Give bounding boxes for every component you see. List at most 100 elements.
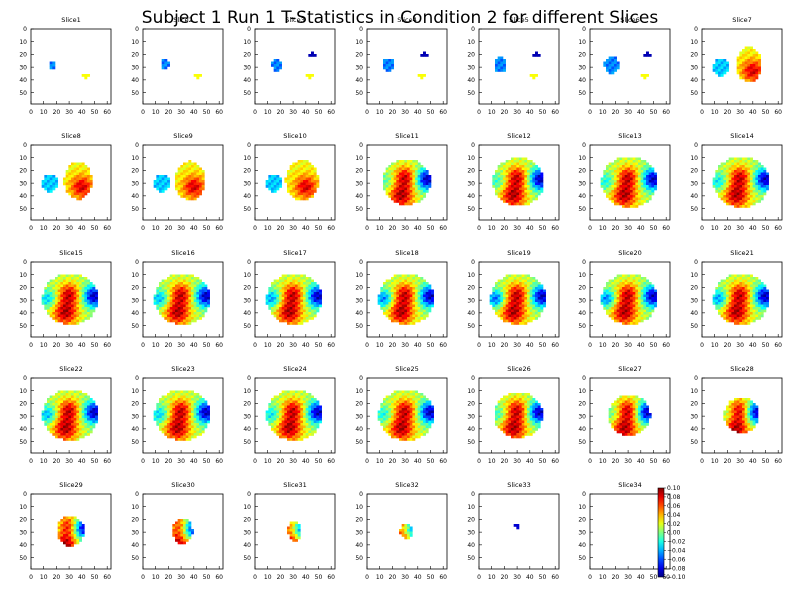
slice-panel-title: Slice9 (173, 132, 192, 140)
y-tick-label: 10 (578, 388, 586, 395)
y-tick-label: 50 (467, 323, 475, 330)
x-tick-label: 40 (637, 225, 645, 232)
x-tick-label: 60 (215, 458, 223, 465)
slice-panel: Slice16 0 10 20 30 40 50 60 0 10 20 30 40 50 (131, 249, 224, 349)
x-tick-label: 20 (612, 225, 620, 232)
x-tick-label: 50 (762, 225, 770, 232)
slice-heatmap-cells (172, 519, 194, 545)
y-tick-label: 10 (243, 155, 251, 162)
x-tick-label: 60 (774, 109, 782, 116)
y-tick-label: 0 (471, 26, 475, 33)
x-tick-label: 60 (327, 458, 335, 465)
x-tick-label: 0 (477, 342, 481, 349)
x-tick-label: 40 (637, 109, 645, 116)
x-tick-label: 10 (40, 225, 48, 232)
y-tick-label: 30 (243, 413, 251, 420)
y-tick-label: 0 (694, 142, 698, 149)
y-tick-label: 20 (578, 517, 586, 524)
y-tick-label: 30 (131, 529, 139, 536)
x-tick-label: 30 (177, 458, 185, 465)
x-tick-label: 40 (637, 458, 645, 465)
x-tick-label: 50 (91, 342, 99, 349)
y-tick-label: 20 (19, 52, 27, 59)
slice-panel-frame (366, 493, 448, 570)
x-tick-label: 60 (327, 225, 335, 232)
colorbar-tick-label: 0.04 (667, 512, 681, 519)
x-tick-label: 50 (427, 109, 435, 116)
x-tick-label: 60 (103, 109, 111, 116)
x-tick-label: 40 (78, 458, 86, 465)
y-tick-label: 50 (578, 555, 586, 562)
slice-heatmap-cells (153, 274, 210, 325)
x-tick-label: 60 (774, 342, 782, 349)
colorbar-tick-label: 0.10 (667, 485, 681, 492)
slice-panel-title: Slice12 (507, 132, 531, 140)
slice-panel-title: Slice25 (395, 365, 419, 373)
y-tick-label: 0 (247, 142, 251, 149)
slice-panel: Slice26 0 10 20 30 40 50 60 0 10 20 30 40 50 (467, 365, 560, 465)
x-tick-label: 30 (65, 342, 73, 349)
y-tick-label: 50 (578, 90, 586, 97)
x-tick-label: 20 (389, 225, 397, 232)
y-tick-label: 0 (247, 491, 251, 498)
y-tick-label: 50 (355, 90, 363, 97)
x-tick-label: 10 (488, 109, 496, 116)
x-tick-label: 0 (253, 458, 257, 465)
y-tick-label: 20 (131, 52, 139, 59)
x-tick-label: 40 (190, 574, 198, 581)
x-tick-label: 60 (439, 225, 447, 232)
x-tick-label: 40 (526, 225, 534, 232)
x-tick-label: 10 (152, 225, 160, 232)
x-tick-label: 20 (389, 458, 397, 465)
slice-panel-title: Slice17 (283, 249, 307, 257)
y-tick-label: 10 (243, 504, 251, 511)
x-tick-label: 40 (190, 458, 198, 465)
x-tick-label: 60 (774, 458, 782, 465)
slice-panel: Slice14 0 10 20 30 40 50 60 0 10 20 30 40 50 (690, 132, 783, 232)
slice-heatmap-cells (712, 274, 769, 325)
x-tick-label: 60 (327, 574, 335, 581)
y-tick-label: 20 (578, 401, 586, 408)
y-tick-label: 40 (578, 310, 586, 317)
slice-panel: Slice32 0 10 20 30 40 50 60 0 10 20 30 40 50 (355, 481, 448, 581)
x-tick-label: 20 (53, 458, 61, 465)
y-tick-label: 0 (135, 491, 139, 498)
x-tick-label: 10 (711, 109, 719, 116)
slice-panel: Slice9 0 10 20 30 40 50 60 0 10 20 30 40 50 (131, 132, 224, 232)
slice-panel: Slice33 0 10 20 30 40 50 60 0 10 20 30 40 50 (467, 481, 560, 581)
slice-panel-title: Slice22 (59, 365, 83, 373)
x-tick-label: 0 (700, 342, 704, 349)
x-tick-label: 10 (488, 574, 496, 581)
y-tick-label: 0 (135, 375, 139, 382)
y-tick-label: 30 (578, 297, 586, 304)
colorbar-tick-label: 0.08 (667, 494, 681, 501)
x-tick-label: 50 (427, 342, 435, 349)
y-tick-label: 0 (471, 142, 475, 149)
x-tick-label: 30 (513, 458, 521, 465)
x-tick-label: 40 (414, 574, 422, 581)
y-tick-label: 20 (243, 285, 251, 292)
y-tick-label: 10 (467, 272, 475, 279)
y-tick-label: 50 (131, 323, 139, 330)
y-tick-label: 0 (247, 259, 251, 266)
y-tick-label: 30 (19, 64, 27, 71)
y-tick-label: 50 (355, 439, 363, 446)
x-tick-label: 40 (190, 342, 198, 349)
slice-panel: Slice17 0 10 20 30 40 50 60 0 10 20 30 40 50 (243, 249, 336, 349)
slice-heatmap-cells (489, 274, 546, 325)
y-tick-label: 10 (578, 39, 586, 46)
y-tick-label: 10 (690, 388, 698, 395)
y-tick-label: 20 (467, 285, 475, 292)
x-tick-label: 40 (302, 342, 310, 349)
slice-panel: Slice21 0 10 20 30 40 50 60 0 10 20 30 40 50 (690, 249, 783, 349)
y-tick-label: 20 (578, 285, 586, 292)
y-tick-label: 0 (471, 259, 475, 266)
x-tick-label: 50 (650, 342, 658, 349)
y-tick-label: 0 (247, 375, 251, 382)
slice-heatmap-cells (57, 516, 85, 547)
x-tick-label: 30 (513, 109, 521, 116)
x-tick-label: 50 (315, 109, 323, 116)
y-tick-label: 50 (243, 90, 251, 97)
x-tick-label: 20 (53, 574, 61, 581)
slice-panel-title: Slice15 (59, 249, 83, 257)
